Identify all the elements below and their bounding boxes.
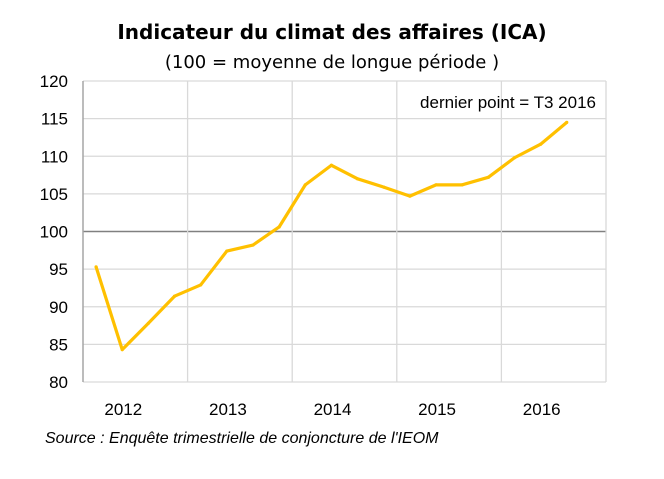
data-point — [94, 265, 98, 269]
data-point — [539, 142, 543, 146]
data-point — [434, 183, 438, 187]
data-point — [303, 183, 307, 187]
x-tick-label: 2016 — [523, 400, 561, 419]
y-tick-label: 110 — [41, 147, 68, 166]
data-point — [277, 225, 281, 229]
y-tick-label: 115 — [41, 110, 68, 129]
data-point — [355, 177, 360, 181]
data-point — [512, 156, 517, 160]
data-point — [251, 243, 255, 247]
y-tick-label: 90 — [49, 298, 68, 317]
data-point — [120, 348, 124, 352]
data-point — [565, 120, 569, 124]
data-point — [146, 321, 150, 325]
data-point — [382, 185, 386, 189]
data-point — [486, 175, 490, 179]
data-point — [408, 194, 412, 198]
y-tick-label: 95 — [49, 260, 68, 279]
data-point — [199, 283, 203, 287]
y-tick-label: 120 — [40, 72, 68, 91]
y-tick-label: 100 — [40, 223, 68, 242]
data-point — [225, 249, 229, 253]
x-tick-label: 2012 — [104, 400, 142, 419]
x-tick-label: 2014 — [314, 400, 352, 419]
data-point — [329, 163, 334, 167]
last-point-annotation: dernier point = T3 2016 — [420, 93, 596, 112]
y-tick-label: 105 — [40, 185, 68, 204]
source-note: Source : Enquête trimestrielle de conjon… — [45, 430, 439, 447]
x-tick-label: 2015 — [418, 400, 456, 419]
data-point — [172, 294, 177, 298]
chart-title: Indicateur du climat des affaires (ICA) — [117, 20, 547, 44]
chart-subtitle: (100 = moyenne de longue période ) — [164, 52, 500, 73]
y-tick-label: 85 — [49, 335, 68, 354]
data-point — [460, 183, 464, 187]
x-tick-label: 2013 — [209, 400, 247, 419]
y-tick-label: 80 — [49, 373, 68, 392]
